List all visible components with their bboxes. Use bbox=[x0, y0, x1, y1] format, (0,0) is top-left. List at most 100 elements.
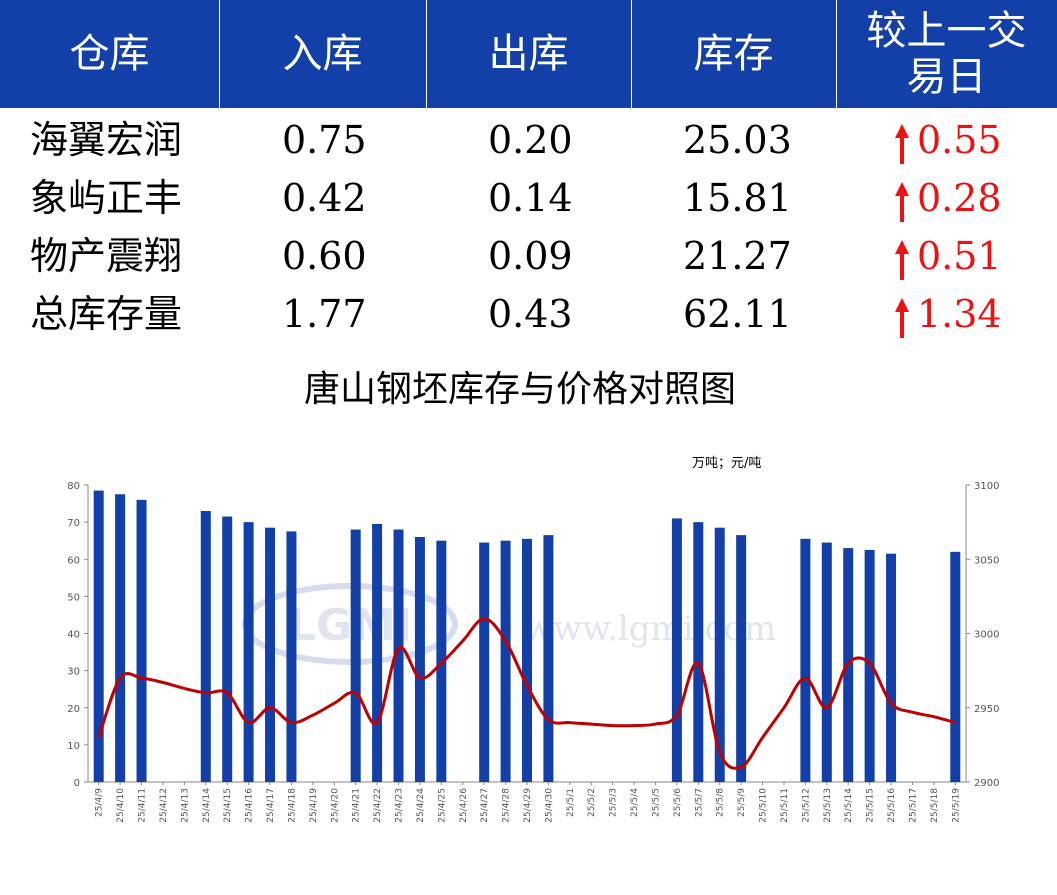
x-tick-label: 25/5/2 bbox=[587, 788, 597, 817]
stock-value: 25.03 bbox=[683, 118, 792, 162]
y-left-tick-label: 10 bbox=[67, 741, 80, 752]
out-value: 0.43 bbox=[488, 292, 573, 336]
y-right-tick-label: 3050 bbox=[974, 555, 999, 566]
x-tick-label: 25/4/26 bbox=[459, 788, 469, 823]
up-arrow-icon bbox=[893, 297, 911, 338]
change-cell: 0.51 bbox=[893, 227, 1002, 285]
stock-value: 62.11 bbox=[683, 292, 792, 336]
x-tick-label: 25/4/12 bbox=[159, 788, 169, 823]
bar bbox=[200, 510, 211, 782]
change-cell: 0.55 bbox=[893, 111, 1002, 169]
table-row: 物产震翔 0.60 0.09 21.27 0.51 bbox=[0, 227, 1057, 285]
bar bbox=[393, 529, 404, 782]
chart-units: 万吨；元/吨 bbox=[692, 456, 762, 471]
bar bbox=[950, 551, 961, 782]
change-value: 0.55 bbox=[917, 118, 1002, 162]
bar bbox=[886, 553, 897, 782]
bar bbox=[479, 542, 490, 782]
bar bbox=[693, 522, 704, 782]
x-tick-label: 25/4/25 bbox=[437, 788, 447, 823]
x-tick-label: 25/5/15 bbox=[866, 788, 876, 823]
y-left-tick-label: 60 bbox=[67, 555, 80, 566]
bar bbox=[115, 494, 126, 782]
bar bbox=[222, 516, 233, 782]
in-value: 0.60 bbox=[282, 234, 367, 278]
table-row: 海翼宏润 0.75 0.20 25.03 0.55 bbox=[0, 111, 1057, 169]
bar bbox=[800, 538, 811, 782]
bar bbox=[543, 535, 554, 782]
bar bbox=[714, 527, 725, 782]
x-tick-label: 25/5/10 bbox=[759, 788, 769, 823]
y-right-tick-label: 2950 bbox=[974, 704, 999, 715]
x-tick-label: 25/5/16 bbox=[887, 788, 897, 823]
y-left-tick-label: 50 bbox=[67, 592, 80, 603]
watermark-url: www.lgmi.com bbox=[524, 609, 776, 649]
out-value: 0.20 bbox=[488, 118, 573, 162]
y-right-tick-label: 3000 bbox=[974, 630, 999, 641]
change-value: 1.34 bbox=[917, 292, 1002, 336]
out-value: 0.09 bbox=[488, 234, 573, 278]
bar bbox=[671, 518, 682, 782]
y-left-tick-label: 30 bbox=[67, 667, 80, 678]
stock-value: 21.27 bbox=[683, 234, 792, 278]
header-out: 出库 bbox=[488, 31, 569, 77]
x-tick-label: 25/4/11 bbox=[138, 788, 148, 823]
x-tick-label: 25/5/14 bbox=[844, 788, 854, 823]
column-divider bbox=[426, 0, 427, 108]
x-tick-label: 25/4/30 bbox=[544, 788, 554, 823]
y-left-tick-label: 40 bbox=[67, 630, 80, 641]
out-value: 0.14 bbox=[488, 176, 573, 220]
header-warehouse: 仓库 bbox=[69, 31, 150, 77]
bar bbox=[500, 540, 511, 782]
x-tick-label: 25/4/9 bbox=[95, 788, 105, 817]
header-change: 较上一交易日 bbox=[836, 0, 1057, 108]
change-value: 0.51 bbox=[917, 234, 1002, 278]
x-tick-label: 25/5/3 bbox=[609, 788, 619, 817]
change-value: 0.28 bbox=[917, 176, 1002, 220]
x-tick-label: 25/5/9 bbox=[737, 788, 747, 817]
y-right-tick-label: 2900 bbox=[974, 778, 999, 789]
bar bbox=[821, 542, 832, 782]
price-line-series bbox=[97, 617, 956, 770]
change-cell: 1.34 bbox=[893, 285, 1002, 343]
x-tick-label: 25/5/5 bbox=[651, 788, 661, 817]
bar bbox=[522, 538, 532, 782]
x-tick-label: 25/5/6 bbox=[673, 788, 683, 817]
column-divider bbox=[836, 0, 837, 108]
x-tick-label: 25/4/28 bbox=[502, 788, 512, 823]
x-tick-label: 25/5/12 bbox=[801, 788, 811, 823]
x-tick-label: 25/4/29 bbox=[523, 788, 533, 823]
x-tick-label: 25/5/18 bbox=[930, 788, 940, 823]
up-arrow-icon bbox=[893, 239, 911, 280]
x-tick-label: 25/4/21 bbox=[352, 788, 362, 823]
x-tick-label: 25/5/7 bbox=[694, 788, 704, 817]
x-tick-label: 25/5/13 bbox=[823, 788, 833, 823]
bar bbox=[136, 499, 147, 782]
bar-series bbox=[93, 490, 961, 782]
x-tick-label: 25/4/10 bbox=[116, 788, 126, 823]
x-tick-label: 25/5/1 bbox=[566, 788, 576, 817]
y-left-tick-label: 20 bbox=[67, 704, 80, 715]
column-divider bbox=[631, 0, 632, 108]
y-right-tick-label: 3100 bbox=[974, 481, 999, 492]
table-row: 象屿正丰 0.42 0.14 15.81 0.28 bbox=[0, 169, 1057, 227]
header-in: 入库 bbox=[282, 31, 363, 77]
bar bbox=[864, 549, 875, 782]
bar bbox=[414, 536, 425, 782]
y-left-tick-label: 0 bbox=[74, 778, 80, 789]
bar bbox=[350, 529, 361, 782]
x-tick-label: 25/4/27 bbox=[480, 788, 490, 823]
bar bbox=[286, 531, 297, 782]
stock-value: 15.81 bbox=[683, 176, 792, 220]
x-tick-label: 25/4/16 bbox=[245, 788, 255, 823]
x-tick-label: 25/4/20 bbox=[330, 788, 340, 823]
in-value: 1.77 bbox=[282, 292, 367, 336]
table-row: 总库存量 1.77 0.43 62.11 1.34 bbox=[0, 285, 1057, 343]
table-header: 仓库 入库 出库 库存 较上一交易日 bbox=[0, 0, 1057, 108]
x-tick-label: 25/4/24 bbox=[416, 788, 426, 823]
change-cell: 0.28 bbox=[893, 169, 1002, 227]
in-value: 0.42 bbox=[282, 176, 367, 220]
x-tick-label: 25/5/11 bbox=[780, 788, 790, 823]
column-divider bbox=[219, 0, 220, 108]
